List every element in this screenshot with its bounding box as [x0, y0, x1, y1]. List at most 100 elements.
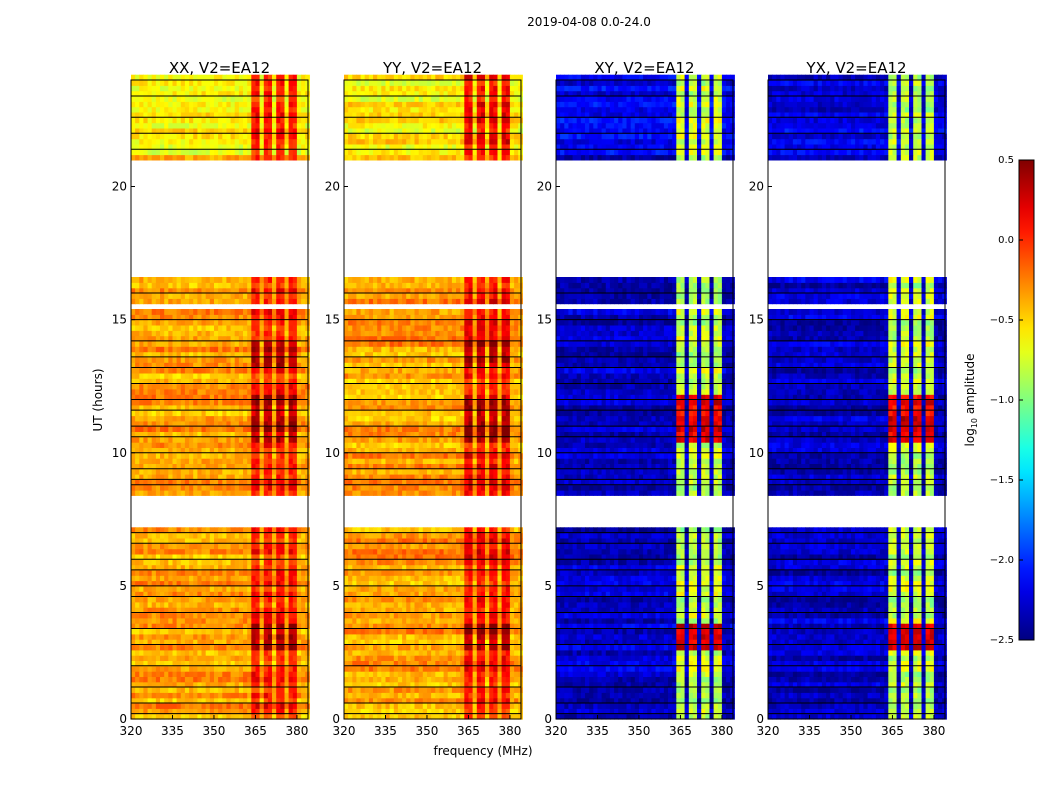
heatmap-cell	[272, 117, 277, 123]
heatmap-cell	[218, 442, 223, 448]
heatmap-cell	[131, 676, 136, 682]
heatmap-cell	[206, 320, 211, 326]
heatmap-cell	[272, 437, 277, 443]
heatmap-cell	[148, 320, 153, 326]
heatmap-cell	[423, 655, 428, 661]
heatmap-cell	[498, 618, 503, 624]
heatmap-cell	[206, 634, 211, 640]
heatmap-cell	[202, 618, 207, 624]
heatmap-cell	[247, 117, 252, 123]
heatmap-cell	[344, 666, 349, 672]
heatmap-cell	[301, 655, 306, 661]
heatmap-cell	[268, 96, 273, 102]
heatmap-cell	[210, 676, 215, 682]
heatmap-cell	[168, 703, 173, 709]
heatmap-cell	[226, 117, 231, 123]
heatmap-cell	[189, 368, 194, 374]
heatmap-cell	[260, 549, 265, 555]
heatmap-cell	[289, 320, 294, 326]
heatmap-cell	[247, 149, 252, 155]
heatmap-cell	[247, 282, 252, 288]
heatmap-cell	[222, 410, 227, 416]
heatmap-cell	[435, 629, 440, 635]
heatmap-cell	[148, 597, 153, 603]
heatmap-cell	[361, 687, 366, 693]
heatmap-cell	[181, 490, 186, 496]
heatmap-cell	[235, 469, 240, 475]
heatmap-cell	[168, 277, 173, 283]
heatmap-cell	[473, 676, 478, 682]
heatmap-cell	[218, 320, 223, 326]
heatmap-cell	[390, 629, 395, 635]
heatmap-cell	[276, 298, 281, 304]
heatmap-cell	[181, 426, 186, 432]
heatmap-cell	[218, 703, 223, 709]
heatmap-cell	[260, 416, 265, 422]
heatmap-cell	[222, 341, 227, 347]
heatmap-cell	[160, 650, 165, 656]
heatmap-cell	[431, 602, 436, 608]
heatmap-cell	[301, 533, 306, 539]
heatmap-cell	[173, 123, 178, 129]
heatmap-cell	[477, 687, 482, 693]
heatmap-cell	[477, 650, 482, 656]
heatmap-cell	[456, 666, 461, 672]
heatmap-cell	[427, 597, 432, 603]
heatmap-cell	[193, 671, 198, 677]
heatmap-cell	[235, 645, 240, 651]
heatmap-cell	[218, 485, 223, 491]
heatmap-cell	[452, 687, 457, 693]
heatmap-cell	[473, 666, 478, 672]
heatmap-cell	[189, 570, 194, 576]
heatmap-cell	[164, 133, 169, 139]
heatmap-cell	[280, 543, 285, 549]
heatmap-cell	[402, 629, 407, 635]
heatmap-cell	[481, 655, 486, 661]
heatmap-cell	[264, 357, 269, 363]
heatmap-cell	[289, 389, 294, 395]
heatmap-cell	[214, 357, 219, 363]
heatmap-cell	[256, 357, 261, 363]
heatmap-cell	[280, 586, 285, 592]
heatmap-cell	[148, 575, 153, 581]
heatmap-cell	[197, 341, 202, 347]
heatmap-cell	[135, 586, 140, 592]
heatmap-cell	[260, 117, 265, 123]
heatmap-cell	[289, 384, 294, 390]
heatmap-cell	[272, 586, 277, 592]
heatmap-cell	[202, 282, 207, 288]
heatmap-cell	[239, 533, 244, 539]
heatmap-cell	[222, 368, 227, 374]
heatmap-cell	[131, 687, 136, 693]
heatmap-cell	[464, 692, 469, 698]
heatmap-cell	[197, 298, 202, 304]
heatmap-cell	[301, 400, 306, 406]
heatmap-cell	[448, 703, 453, 709]
heatmap-cell	[160, 341, 165, 347]
heatmap-cell	[131, 490, 136, 496]
heatmap-cell	[251, 309, 256, 315]
heatmap-cell	[152, 96, 157, 102]
heatmap-cell	[202, 117, 207, 123]
heatmap-cell	[197, 469, 202, 475]
heatmap-cell	[185, 570, 190, 576]
heatmap-cell	[206, 676, 211, 682]
heatmap-cell	[268, 346, 273, 352]
heatmap-cell	[285, 373, 290, 379]
heatmap-cell	[280, 293, 285, 299]
heatmap-cell	[152, 703, 157, 709]
heatmap-cell	[280, 645, 285, 651]
heatmap-cell	[189, 133, 194, 139]
heatmap-cell	[156, 389, 161, 395]
heatmap-cell	[143, 570, 148, 576]
heatmap-cell	[160, 618, 165, 624]
heatmap-cell	[456, 650, 461, 656]
heatmap-cell	[276, 85, 281, 91]
heatmap-cell	[156, 384, 161, 390]
heatmap-cell	[239, 96, 244, 102]
heatmap-cell	[143, 687, 148, 693]
heatmap-cell	[231, 346, 236, 352]
heatmap-cell	[293, 586, 298, 592]
heatmap-cell	[272, 442, 277, 448]
heatmap-cell	[160, 570, 165, 576]
